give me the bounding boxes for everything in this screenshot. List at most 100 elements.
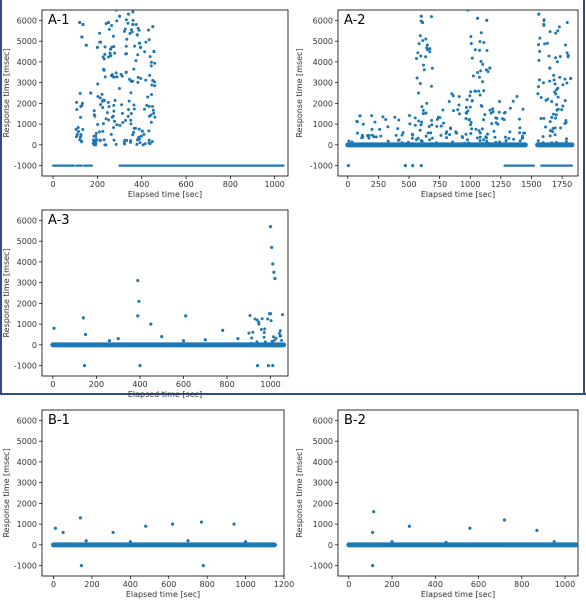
data-point [518,131,522,135]
data-point [117,14,122,18]
data-point [106,100,110,104]
data-point [263,327,267,331]
data-point [105,111,109,115]
data-point [556,95,560,99]
x-tick-label: 1000 [235,580,255,589]
x-tick-label: 0 [51,580,56,589]
data-point [410,136,414,140]
data-point [94,143,98,147]
y-tick-label: 5000 [313,37,333,46]
y-tick-label: 4000 [313,458,333,467]
data-point [418,34,422,38]
data-point [101,55,105,59]
data-point [248,314,252,318]
data-point [482,89,486,93]
y-tick-label: 0 [32,141,37,150]
data-point [386,139,390,143]
x-tick-label: 500 [401,180,416,189]
data-point [151,25,155,29]
data-point [426,48,430,52]
data-point [98,138,102,142]
data-point [98,31,102,35]
x-axis-label: Elapsed time [sec] [421,190,495,199]
data-point [400,141,404,145]
data-point [434,141,438,145]
data-point [501,117,505,121]
data-point [129,91,133,95]
data-point [447,100,451,104]
data-point [561,83,565,87]
data-point [186,539,190,543]
data-point [131,10,135,14]
y-tick-label: 1000 [313,520,333,529]
data-point [113,98,117,102]
data-point [465,142,469,146]
data-point [461,136,465,140]
data-point [150,83,154,87]
data-point [75,100,79,104]
data-point [548,79,552,83]
panel-title: B-1 [48,413,70,428]
data-point [262,335,266,339]
data-point [260,317,264,321]
data-point [418,82,422,86]
data-point [523,131,527,135]
data-layer [345,10,575,168]
data-point [110,115,114,119]
data-point [137,135,141,139]
data-point [553,133,557,137]
data-point [81,128,85,132]
data-point [262,331,266,335]
data-point [400,133,404,137]
data-point [430,136,434,140]
data-point [435,117,439,121]
data-point [131,22,135,27]
data-point [420,120,424,124]
x-tick-label: 0 [50,380,55,389]
data-point [485,48,489,52]
data-point [147,114,151,118]
data-point [415,76,419,80]
data-point [416,136,420,140]
data-point [481,62,485,66]
data-point [132,107,136,111]
data-point [478,48,482,52]
x-tick-label: 1250 [491,180,511,189]
data-point [482,40,486,44]
data-point [503,110,507,114]
data-point [152,49,156,54]
data-point [564,120,568,124]
data-point [107,27,111,31]
data-point [153,61,157,65]
data-point [536,139,540,143]
data-point [478,40,482,44]
data-point [147,138,151,142]
data-point [418,128,422,132]
data-point [464,105,468,109]
data-point [100,92,104,96]
data-point [494,140,498,144]
data-point [552,112,556,116]
data-point [502,518,507,522]
data-point [449,126,453,130]
x-tick-label: 600 [176,380,191,389]
data-point [563,77,567,81]
y-tick-label: 1000 [17,320,37,329]
y-tick-label: 4000 [17,58,37,67]
y-tick-label: 3000 [313,79,333,88]
x-tick-label: 1750 [552,180,572,189]
data-point [559,126,563,130]
data-point [439,124,443,128]
data-point [364,142,368,146]
data-point [423,142,427,146]
data-point [521,136,525,140]
data-point [381,115,385,119]
data-point [478,142,482,146]
data-point [457,103,461,107]
data-point [441,108,445,112]
data-point [149,322,153,326]
data-point [553,116,557,120]
data-point [459,142,463,146]
data-point [255,364,260,368]
data-point [153,115,157,119]
